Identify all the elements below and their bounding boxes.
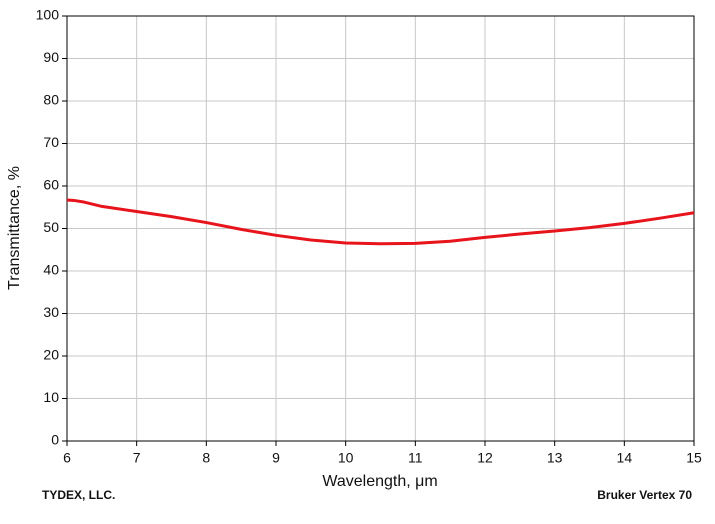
y-tick-label: 50 <box>43 219 59 235</box>
x-tick-label: 8 <box>202 450 210 466</box>
footer-right: Bruker Vertex 70 <box>597 488 692 502</box>
x-tick-label: 9 <box>272 450 280 466</box>
y-tick-label: 80 <box>43 92 59 108</box>
y-tick-label: 60 <box>43 177 59 193</box>
y-tick-label: 10 <box>43 389 59 405</box>
y-tick-label: 30 <box>43 304 59 320</box>
x-tick-label: 10 <box>338 450 354 466</box>
x-tick-label: 13 <box>547 450 563 466</box>
y-tick-label: 100 <box>36 7 60 23</box>
footer-left: TYDEX, LLC. <box>42 488 115 502</box>
x-axis-label: Wavelength, μm <box>322 473 437 490</box>
x-tick-label: 6 <box>63 450 71 466</box>
x-tick-label: 11 <box>408 450 423 466</box>
x-tick-label: 12 <box>477 450 493 466</box>
y-tick-label: 40 <box>43 262 59 278</box>
x-tick-label: 15 <box>686 450 702 466</box>
y-tick-label: 0 <box>51 432 59 448</box>
y-tick-label: 90 <box>43 49 59 65</box>
y-tick-label: 20 <box>43 347 59 363</box>
y-tick-label: 70 <box>43 134 59 150</box>
plot-frame <box>66 15 695 442</box>
data-line <box>66 198 695 246</box>
x-tick-label: 7 <box>133 450 141 466</box>
y-axis-label: Transmittance, % <box>6 166 23 290</box>
x-tick-label: 14 <box>617 450 633 466</box>
